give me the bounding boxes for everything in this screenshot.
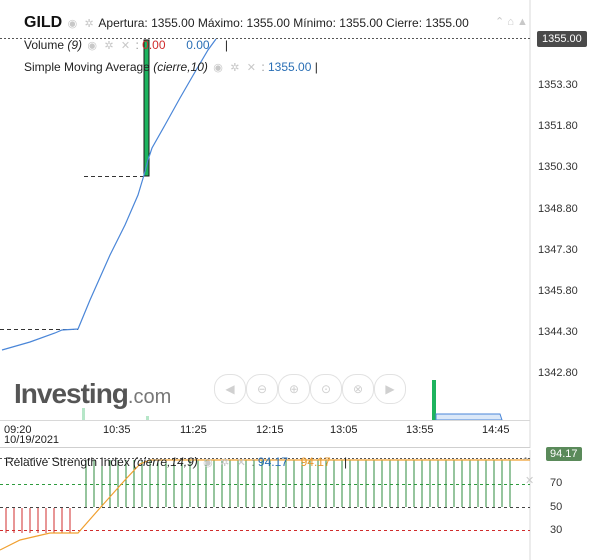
high-label: Máximo: [197, 16, 244, 30]
close-icon[interactable]: ✕ [236, 457, 246, 469]
price-tick: 1342.80 [538, 367, 578, 379]
rsi-line [0, 459, 530, 551]
scroll-left-button[interactable]: ◀ [214, 374, 246, 404]
gear-icon[interactable]: ✲ [84, 18, 94, 30]
rsi-legend: Relative Strength Index (cierre,14,9) ◉ … [5, 455, 348, 469]
sma-value: 1355.00 [268, 60, 312, 74]
logo-suffix: .com [127, 386, 172, 408]
rsi-red-bars [5, 508, 71, 533]
volume-params: (9) [67, 38, 83, 52]
logo-brand: Investing [14, 378, 129, 409]
volume-bar [82, 408, 85, 420]
price-tick: 1348.80 [538, 203, 578, 215]
date-label: 10/19/2021 [4, 434, 60, 446]
eye-icon[interactable]: ◉ [87, 40, 97, 52]
zoom-fit-icon: ⊗ [352, 382, 364, 396]
volume-value-2: 0.00 [186, 38, 210, 52]
gear-icon[interactable]: ✲ [104, 40, 114, 52]
pane-chevron-up-icon[interactable]: ⌃ [521, 456, 531, 468]
chevron-up-icon[interactable]: ⌃ [495, 16, 505, 28]
zoom-out-icon: ⊖ [256, 382, 268, 396]
price-tick: 1344.30 [538, 326, 578, 338]
volume-name: Volume [24, 38, 65, 52]
current-price-tag: 1355.00 [537, 31, 587, 47]
zoom-in-button[interactable]: ⊕ [278, 374, 310, 404]
price-candle [143, 39, 150, 177]
close-label: Cierre: [386, 16, 423, 30]
volume-value-1: 0.00 [142, 38, 166, 52]
zoom-icon: ⊙ [320, 382, 332, 396]
rsi-name: Relative Strength Index [5, 455, 130, 469]
close-icon[interactable]: ✕ [120, 40, 131, 52]
price-tick: 1347.30 [538, 244, 578, 256]
volume-bar [146, 416, 149, 420]
triangle-icon[interactable]: ▲ [517, 16, 528, 28]
sma-name: Simple Moving Average [24, 60, 150, 74]
gear-icon[interactable]: ✲ [220, 457, 230, 469]
time-tick: 12:15 [256, 424, 284, 436]
price-tick: 1350.30 [538, 161, 578, 173]
time-tick: 09:20 [4, 424, 32, 436]
time-tick: 13:55 [406, 424, 434, 436]
volume-legend: Volume (9) ◉ ✲ ✕ : 0.00 0.00 | [24, 38, 229, 52]
rsi-tick: 30 [550, 524, 563, 536]
volume-bar [432, 380, 436, 420]
close-icon[interactable]: ✕ [525, 475, 535, 487]
price-tick: 1353.30 [538, 79, 578, 91]
close-icon[interactable]: ✕ [246, 62, 256, 74]
eye-icon[interactable]: ◉ [213, 62, 223, 74]
rsi-value-2: 94.17 [300, 455, 331, 469]
time-tick: 13:05 [330, 424, 358, 436]
rsi-params: (cierre,14,9) [133, 455, 198, 469]
open-label: Apertura: [98, 16, 148, 30]
high-value: 1355.00 [246, 16, 290, 30]
investing-logo: Investing.com [14, 378, 171, 410]
rsi-value-1: 94.17 [257, 455, 288, 469]
volume-area [435, 413, 503, 421]
arrow-right-icon: ▶ [385, 382, 395, 396]
rsi-green-bars [85, 460, 511, 507]
home-icon[interactable]: ⌂ [507, 16, 514, 28]
price-tick: 1345.80 [538, 285, 578, 297]
time-tick: 11:25 [180, 424, 207, 436]
open-value: 1355.00 [151, 16, 195, 30]
zoom-in-icon: ⊕ [288, 382, 300, 396]
low-label: Mínimo: [293, 16, 336, 30]
header-tools: ⌃ ⌂ ▲ [495, 15, 528, 28]
sma-line [1, 38, 217, 351]
sma-legend: Simple Moving Average (cierre,10) ◉ ✲ ✕ … [24, 60, 318, 74]
ohlc-legend: GILD ◉ ✲ Apertura: 1355.00 Máximo: 1355.… [24, 14, 469, 32]
rsi-tick: 70 [550, 477, 563, 489]
zoom-fit-button[interactable]: ⊗ [342, 374, 374, 404]
eye-icon[interactable]: ◉ [67, 18, 78, 30]
zoom-out-button[interactable]: ⊖ [246, 374, 278, 404]
zoom-reset-button[interactable]: ⊙ [310, 374, 342, 404]
time-tick: 14:45 [482, 424, 510, 436]
scroll-right-button[interactable]: ▶ [374, 374, 406, 404]
price-chart[interactable] [0, 0, 531, 448]
rsi-current-tag: 94.17 [546, 447, 582, 461]
arrow-left-icon: ◀ [225, 382, 235, 396]
low-value: 1355.00 [339, 16, 383, 30]
gear-icon[interactable]: ✲ [230, 62, 240, 74]
rsi-tick: 50 [550, 501, 563, 513]
eye-icon[interactable]: ◉ [203, 457, 213, 469]
price-tick: 1351.80 [538, 120, 578, 132]
symbol-label: GILD [24, 14, 63, 31]
sma-params: (cierre,10) [153, 60, 208, 74]
close-value: 1355.00 [425, 16, 469, 30]
rsi-chart[interactable] [0, 450, 531, 560]
time-tick: 10:35 [103, 424, 131, 436]
